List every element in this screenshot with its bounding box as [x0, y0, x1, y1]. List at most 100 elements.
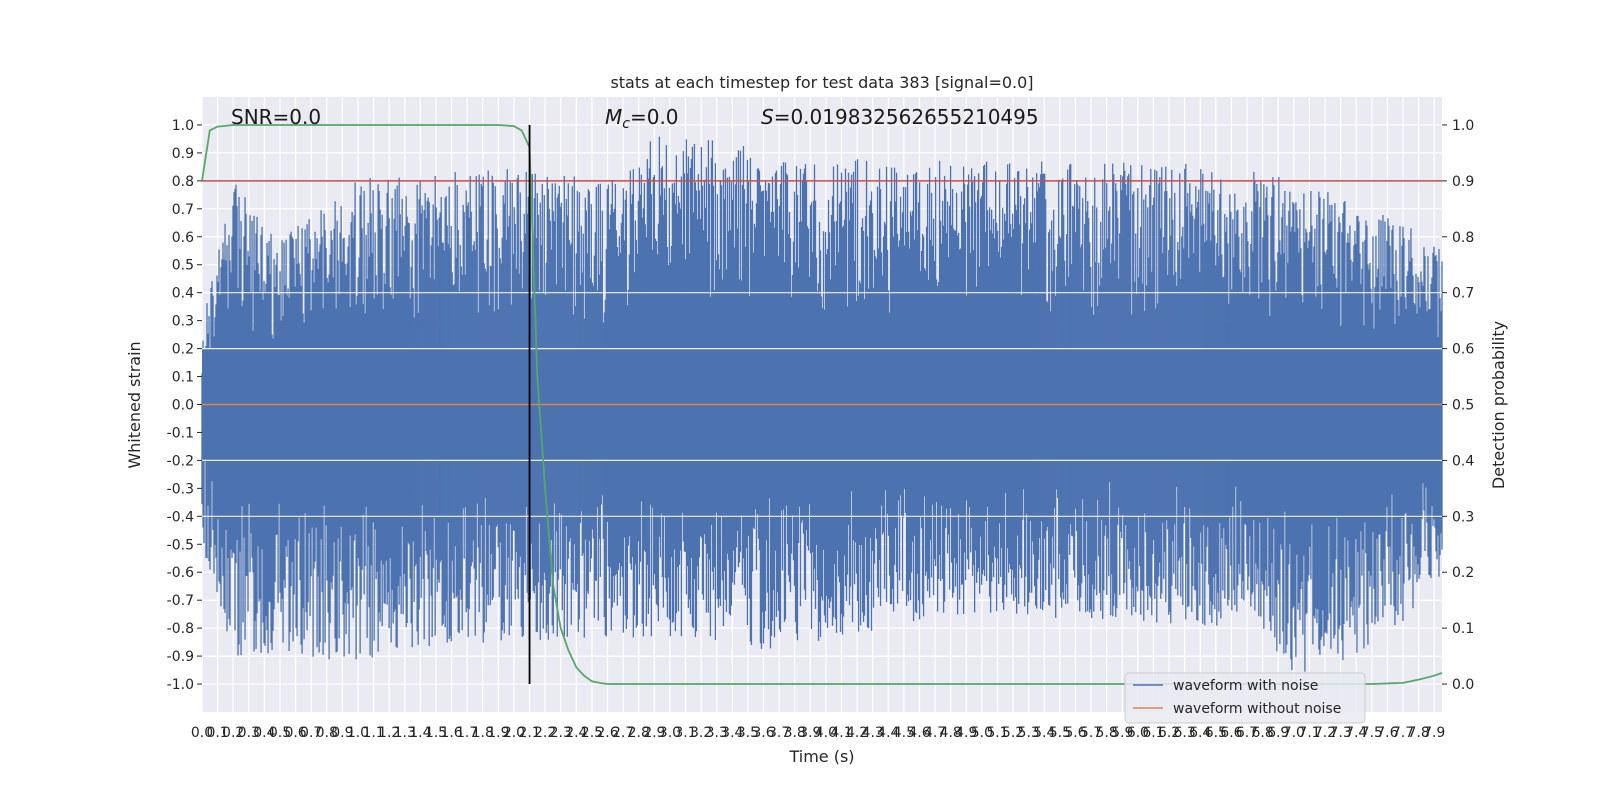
y-tick-label: 0.0 [172, 398, 194, 414]
x-tick-label: 7.5 [1361, 725, 1383, 741]
x-tick-label: 0.2 [222, 725, 244, 741]
y-tick-labels: 1.0 0.9 0.8 0.7 0.6 0.5 0.4 0.3 0.2 0.1 0.0 -0.1 -0.… [167, 118, 202, 693]
y-tick-label: -0.2 [167, 453, 194, 469]
x-tick-label: 5.0 [971, 725, 993, 741]
x-tick-label: 7.2 [1314, 725, 1336, 741]
legend-label-noise: waveform with noise [1173, 678, 1318, 694]
x-tick-label: 7.4 [1345, 725, 1367, 741]
x-tick-label: 1.6 [440, 725, 462, 741]
x-tick-label: 6.3 [1174, 725, 1196, 741]
x-tick-label: 1.8 [472, 725, 494, 741]
y-tick-label: -0.6 [167, 565, 194, 581]
y-tick-label: 0.7 [172, 202, 194, 218]
x-tick-label: 4.4 [877, 725, 899, 741]
x-tick-label: 6.8 [1251, 725, 1273, 741]
x-tick-label: 2.0 [503, 725, 525, 741]
y-tick-label: 0.5 [172, 258, 194, 274]
y2-tick-label: 0.1 [1452, 621, 1474, 637]
x-tick-label: 5.4 [1033, 725, 1055, 741]
x-tick-label: 6.7 [1236, 725, 1258, 741]
x-tick-label: 3.4 [721, 725, 743, 741]
x-tick-label: 2.9 [643, 725, 665, 741]
x-tick-label: 5.9 [1111, 725, 1133, 741]
x-tick-label: 1.1 [362, 725, 384, 741]
y2-tick-label: 0.5 [1452, 398, 1474, 414]
x-tick-label: 7.1 [1298, 725, 1320, 741]
y2-tick-label: 0.0 [1452, 677, 1474, 693]
x-tick-label: 7.0 [1283, 725, 1305, 741]
y-tick-label: -1.0 [167, 677, 194, 693]
x-tick-label: 3.9 [799, 725, 821, 741]
x-tick-label: 3.8 [784, 725, 806, 741]
x-tick-label: 6.9 [1267, 725, 1289, 741]
x-tick-label: 2.1 [518, 725, 540, 741]
x-tick-label: 0.8 [316, 725, 338, 741]
x-tick-label: 1.4 [409, 725, 431, 741]
y-tick-label: -0.9 [167, 649, 194, 665]
y-tick-label: 0.3 [172, 314, 194, 330]
x-tick-label: 4.6 [908, 725, 930, 741]
x-tick-label: 1.3 [394, 725, 416, 741]
x-tick-label: 6.5 [1205, 725, 1227, 741]
y-tick-label: 0.8 [172, 174, 194, 190]
x-tick-label: 4.2 [846, 725, 868, 741]
x-tick-label: 2.8 [628, 725, 650, 741]
x-tick-label: 5.5 [1049, 725, 1071, 741]
legend-label-clean: waveform without noise [1173, 701, 1341, 717]
x-tick-label: 4.8 [940, 725, 962, 741]
x-tick-label: 5.6 [1064, 725, 1086, 741]
y-tick-label: -0.5 [167, 537, 194, 553]
s-annotation: S=0.019832562655210495 [761, 105, 1039, 129]
x-tick-label: 2.6 [596, 725, 618, 741]
y-tick-label: 0.1 [172, 370, 194, 386]
x-tick-label: 7.7 [1392, 725, 1414, 741]
x-tick-label: 5.8 [1096, 725, 1118, 741]
legend: waveform with noise waveform without noi… [1124, 672, 1366, 724]
x-tick-label: 5.2 [1002, 725, 1024, 741]
x-tick-label: 3.2 [690, 725, 712, 741]
x-tick-label: 7.8 [1407, 725, 1429, 741]
x-tick-label: 0.1 [206, 725, 228, 741]
y2-tick-label: 0.6 [1452, 342, 1474, 358]
x-tick-label: 2.4 [565, 725, 587, 741]
y2-tick-label: 0.3 [1452, 509, 1474, 525]
x-tick-label: 3.0 [659, 725, 681, 741]
x-tick-label: 1.2 [378, 725, 400, 741]
x-axis-label: Time (s) [788, 747, 854, 766]
x-tick-label: 1.7 [456, 725, 478, 741]
x-tick-label: 1.0 [347, 725, 369, 741]
y2-tick-label: 0.7 [1452, 286, 1474, 302]
y2-tick-label: 0.4 [1452, 453, 1474, 469]
x-tick-labels: 0.00.10.20.30.40.50.60.70.80.91.01.11.21… [191, 725, 1445, 741]
y2-tick-labels: 1.0 0.9 0.8 0.7 0.6 0.5 0.4 0.3 0.2 0.1 0.0 [1442, 118, 1474, 693]
y2-tick-label: 0.8 [1452, 230, 1474, 246]
x-tick-label: 5.7 [1080, 725, 1102, 741]
x-tick-label: 4.7 [924, 725, 946, 741]
x-tick-label: 3.3 [706, 725, 728, 741]
x-tick-label: 0.5 [269, 725, 291, 741]
y-tick-label: -0.4 [167, 509, 194, 525]
x-tick-label: 2.5 [581, 725, 603, 741]
x-tick-label: 6.0 [1127, 725, 1149, 741]
y-tick-label: -0.3 [167, 481, 194, 497]
x-tick-label: 4.0 [815, 725, 837, 741]
x-tick-label: 4.3 [862, 725, 884, 741]
x-tick-label: 7.6 [1376, 725, 1398, 741]
chirp-mass-value: =0.0 [630, 105, 679, 129]
x-tick-label: 6.6 [1220, 725, 1242, 741]
y-tick-label: -0.7 [167, 593, 194, 609]
chirp-mass-subscript: c [622, 116, 630, 132]
s-symbol: S [761, 105, 774, 129]
x-tick-label: 1.9 [487, 725, 509, 741]
x-tick-label: 7.9 [1423, 725, 1445, 741]
y2-tick-label: 1.0 [1452, 118, 1474, 134]
x-tick-label: 6.4 [1189, 725, 1211, 741]
x-tick-label: 4.9 [955, 725, 977, 741]
x-tick-label: 0.6 [284, 725, 306, 741]
x-tick-label: 2.3 [550, 725, 572, 741]
y-tick-label: 0.9 [172, 146, 194, 162]
x-tick-label: 5.1 [986, 725, 1008, 741]
y-tick-label: -0.8 [167, 621, 194, 637]
